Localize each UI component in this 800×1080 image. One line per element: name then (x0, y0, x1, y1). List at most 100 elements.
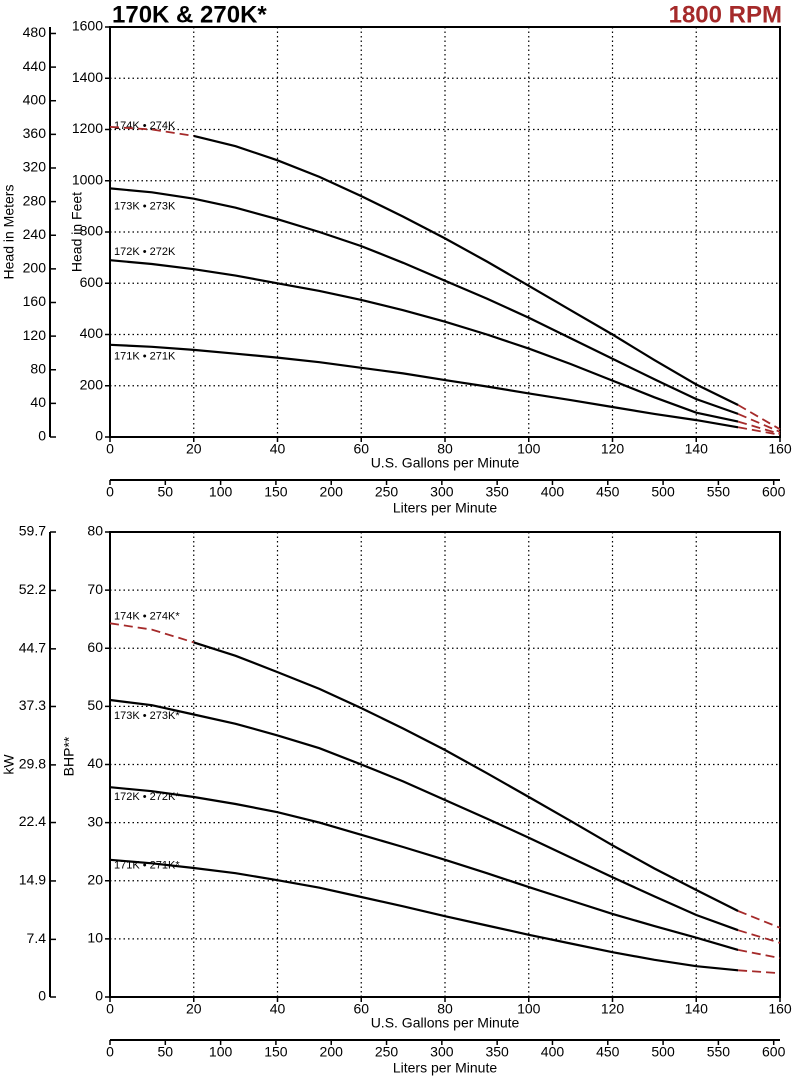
y2-tick-label: 22.4 (19, 813, 46, 829)
x-tick-label: 60 (353, 1001, 369, 1017)
x-tick-label: 20 (186, 441, 202, 457)
y2-tick-label: 120 (23, 327, 47, 343)
y2-tick-label: 440 (23, 58, 47, 74)
x2-tick-label: 350 (485, 484, 509, 500)
y2-tick-label: 37.3 (19, 697, 46, 713)
y-tick-label: 400 (80, 325, 104, 341)
curve-label: 173K • 273K* (114, 710, 180, 722)
y-tick-label: 800 (80, 223, 104, 239)
x2-tick-label: 250 (375, 484, 399, 500)
curve-label: 171K • 271K* (114, 860, 180, 872)
y2-tick-label: 59.7 (19, 523, 46, 539)
x2-tick-label: 450 (596, 1044, 620, 1060)
x-tick-label: 120 (601, 1001, 625, 1017)
x2-tick-label: 0 (106, 1044, 114, 1060)
x-tick-label: 40 (270, 1001, 286, 1017)
y-tick-label: 80 (87, 523, 103, 539)
y-tick-label: 1000 (72, 171, 103, 187)
x-tick-label: 100 (517, 1001, 541, 1017)
x2-axis-label: Liters per Minute (393, 500, 497, 516)
plot-frame (109, 26, 781, 438)
y-tick-label: 1600 (72, 18, 103, 34)
x2-tick-label: 550 (707, 1044, 731, 1060)
y2-tick-label: 160 (23, 293, 47, 309)
curve-label: 173K • 273K (114, 200, 176, 212)
x2-tick-label: 600 (762, 1044, 786, 1060)
curve (109, 187, 739, 415)
y-tick-label: 60 (87, 639, 103, 655)
x-axis-label: U.S. Gallons per Minute (371, 1015, 520, 1031)
y2-tick-label: 44.7 (19, 640, 46, 656)
x-tick-label: 0 (106, 441, 114, 457)
y-axis-label: BHP** (61, 736, 77, 776)
x2-tick-label: 100 (209, 484, 233, 500)
x2-tick-label: 250 (375, 1044, 399, 1060)
curve (109, 259, 739, 423)
curve (109, 698, 739, 932)
y2-tick-label: 52.2 (19, 581, 46, 597)
y2-tick-label: 80 (30, 360, 46, 376)
y2-tick-label: 0 (38, 428, 46, 444)
y2-axis-label: kW (1, 754, 17, 775)
x2-tick-label: 200 (320, 1044, 344, 1060)
y2-tick-label: 14.9 (19, 872, 46, 888)
x2-tick-label: 150 (264, 484, 288, 500)
x-tick-label: 140 (685, 441, 709, 457)
plot-frame (109, 531, 781, 998)
y-tick-label: 30 (87, 813, 103, 829)
y2-tick-label: 400 (23, 91, 47, 107)
curve-label: 172K • 272K* (114, 791, 180, 803)
curve (193, 134, 739, 406)
x-tick-label: 80 (437, 441, 453, 457)
x2-axis-label: Liters per Minute (393, 1060, 497, 1076)
dashed-line (738, 969, 781, 975)
x2-tick-label: 0 (106, 484, 114, 500)
curve-label: 174K • 274K (114, 120, 176, 132)
x-tick-label: 0 (106, 1001, 114, 1017)
y2-tick-label: 480 (23, 24, 47, 40)
x-axis-label: U.S. Gallons per Minute (371, 455, 520, 471)
curve (193, 641, 739, 912)
x2-tick-label: 50 (158, 1044, 174, 1060)
y2-tick-label: 29.8 (19, 756, 46, 772)
x-tick-label: 160 (768, 441, 792, 457)
y-tick-label: 70 (87, 581, 103, 597)
curve-label: 171K • 271K (114, 351, 176, 363)
x-tick-label: 40 (270, 441, 286, 457)
y2-tick-label: 200 (23, 260, 47, 276)
x-tick-label: 120 (601, 441, 625, 457)
x-tick-label: 80 (437, 1001, 453, 1017)
x2-tick-label: 600 (762, 484, 786, 500)
y-tick-label: 20 (87, 871, 103, 887)
curve-label: 172K • 272K (114, 246, 176, 258)
y2-tick-label: 0 (38, 988, 46, 1004)
y2-axis-label: Head in Meters (1, 185, 17, 280)
y-tick-label: 50 (87, 697, 103, 713)
dashed-line (109, 126, 781, 431)
y-axis-label: Head in Feet (69, 192, 85, 272)
curve (109, 858, 739, 972)
y2-tick-label: 240 (23, 226, 47, 242)
x2-tick-label: 500 (651, 484, 675, 500)
y-tick-label: 200 (80, 376, 104, 392)
dashed-line (109, 622, 781, 929)
x2-tick-label: 550 (707, 484, 731, 500)
dashed-line (737, 413, 781, 433)
x2-tick-label: 100 (209, 1044, 233, 1060)
y-tick-label: 40 (87, 755, 103, 771)
x2-tick-label: 200 (320, 484, 344, 500)
dashed-line (737, 949, 781, 959)
x2-tick-label: 300 (430, 1044, 454, 1060)
y-tick-label: 0 (95, 988, 103, 1004)
x2-tick-label: 400 (541, 1044, 565, 1060)
x2-tick-label: 150 (264, 1044, 288, 1060)
curve (109, 343, 739, 429)
curve (109, 786, 739, 951)
y2-tick-label: 320 (23, 159, 47, 175)
y-tick-label: 1200 (72, 120, 103, 136)
x2-tick-label: 500 (651, 1044, 675, 1060)
x2-tick-label: 50 (158, 484, 174, 500)
x2-tick-label: 400 (541, 484, 565, 500)
x2-tick-label: 450 (596, 484, 620, 500)
